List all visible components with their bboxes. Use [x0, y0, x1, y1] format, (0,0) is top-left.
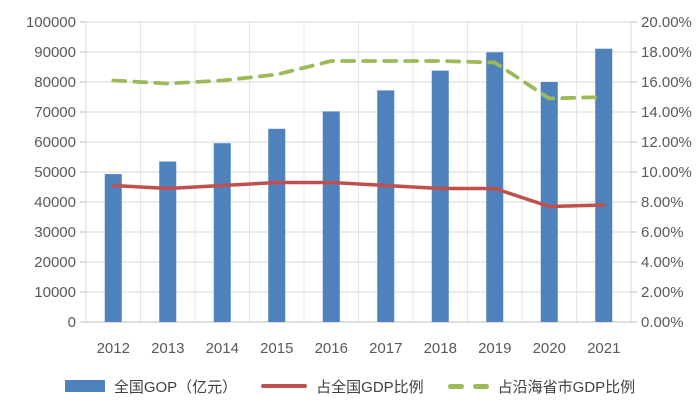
left-axis-tick-label: 90000	[34, 44, 76, 61]
left-axis-tick-label: 60000	[34, 134, 76, 151]
x-axis-label-2014: 2014	[206, 340, 239, 357]
left-axis-tick-label: 10000	[34, 284, 76, 301]
bar-2012	[104, 174, 122, 322]
bar-2014	[213, 143, 231, 322]
right-axis-tick-label: 14.00%	[641, 104, 692, 121]
left-axis-tick-label: 0	[68, 314, 76, 331]
right-axis-tick-label: 2.00%	[641, 284, 684, 301]
legend-label-national-share: 占全国GDP比例	[316, 378, 424, 396]
x-axis-label-2016: 2016	[315, 340, 348, 357]
right-axis-tick-label: 18.00%	[641, 44, 692, 61]
right-axis-tick-label: 12.00%	[641, 134, 692, 151]
x-axis-label-2021: 2021	[587, 340, 620, 357]
bar-2020	[540, 82, 558, 322]
bar-2018	[431, 70, 449, 322]
right-axis-tick-label: 6.00%	[641, 224, 684, 241]
bar-2017	[377, 90, 395, 323]
right-axis-tick-label: 10.00%	[641, 164, 692, 181]
left-axis-tick-label: 100000	[26, 14, 76, 31]
x-axis-label-2018: 2018	[424, 340, 457, 357]
x-axis-label-2015: 2015	[260, 340, 293, 357]
left-axis-tick-label: 80000	[34, 74, 76, 91]
x-axis-label-2020: 2020	[533, 340, 566, 357]
x-axis-label-2017: 2017	[369, 340, 402, 357]
left-axis-tick-label: 70000	[34, 104, 76, 121]
x-axis-label-2012: 2012	[97, 340, 130, 357]
legend-item-gdp-bar: 全国GOP（亿元）	[64, 376, 238, 397]
x-axis-label-2013: 2013	[151, 340, 184, 357]
legend-label-coastal-share: 占沿海省市GDP比例	[497, 378, 636, 396]
x-axis-label-2019: 2019	[478, 340, 511, 357]
legend-swatch-solid-line-icon	[261, 384, 308, 388]
right-axis-tick-label: 0.00%	[641, 314, 684, 331]
right-axis-tick-label: 20.00%	[641, 14, 692, 31]
right-axis-tick-label: 16.00%	[641, 74, 692, 91]
legend-item-national-share: 占全国GDP比例	[261, 376, 424, 397]
legend-label-gdp-bar: 全国GOP（亿元）	[113, 378, 238, 396]
legend-item-coastal-share: 占沿海省市GDP比例	[447, 376, 636, 397]
chart-plot-area: 100000 20.00%90000 18.00%80000 16.00%70000 1…	[26, 14, 692, 357]
right-axis-tick-label: 4.00%	[641, 254, 684, 271]
chart-legend: 全国GOP（亿元） 占全国GDP比例 占沿海省市GDP比例	[0, 370, 700, 402]
bar-2021	[595, 48, 613, 322]
bar-2016	[322, 111, 340, 323]
right-axis-tick-label: 8.00%	[641, 194, 684, 211]
left-axis-tick-label: 30000	[34, 224, 76, 241]
left-axis-tick-label: 20000	[34, 254, 76, 271]
legend-swatch-bar-icon	[64, 380, 105, 392]
left-axis-tick-label: 40000	[34, 194, 76, 211]
legend-swatch-dashed-line-icon	[447, 383, 489, 389]
line-national-share	[111, 180, 606, 209]
bar-2013	[159, 161, 177, 322]
bar-2015	[268, 128, 286, 322]
left-axis-tick-label: 50000	[34, 164, 76, 181]
